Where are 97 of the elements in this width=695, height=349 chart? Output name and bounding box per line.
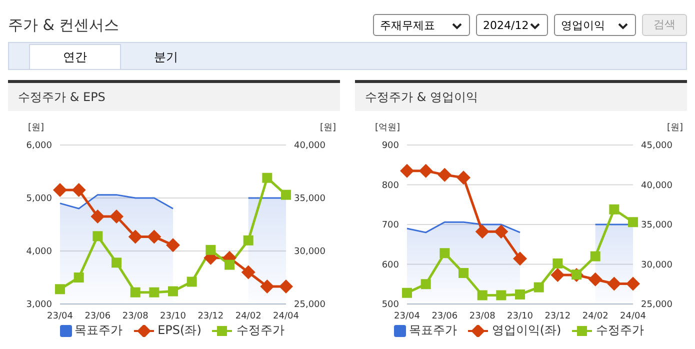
point	[110, 210, 124, 224]
point	[402, 288, 412, 298]
point	[418, 164, 433, 178]
x-tick-label: 23/06	[432, 311, 458, 322]
y-tick-label: 500	[382, 300, 400, 310]
y2-tick-label: 25,000	[294, 300, 326, 310]
point	[281, 190, 291, 200]
chart-title: 수정주가 & 영업이익	[355, 83, 687, 111]
point	[628, 217, 638, 228]
y2-tick-label: 35,000	[641, 220, 673, 231]
point	[400, 164, 414, 178]
point	[262, 172, 272, 183]
y-tick-label: 700	[382, 220, 400, 231]
y-axis-title: [억원]	[375, 122, 400, 134]
y-tick-label: 3,000	[26, 300, 52, 310]
x-tick-label: 23/12	[544, 311, 571, 322]
point	[458, 268, 468, 278]
y2-tick-label: 35,000	[294, 194, 326, 204]
x-tick-label: 23/08	[469, 311, 496, 322]
y-axis-title: [원]	[28, 122, 44, 134]
point	[534, 282, 544, 292]
point	[475, 224, 490, 239]
y-tick-label: 5,000	[26, 194, 52, 204]
chart-title: 수정주가 & EPS	[8, 83, 340, 111]
point	[279, 280, 293, 294]
text: 연간	[29, 44, 121, 69]
text: 2024/12	[476, 14, 548, 36]
x-tick-label: 24/02	[235, 311, 262, 322]
point	[496, 290, 506, 300]
point	[241, 265, 256, 280]
text: 주가 & 컨센서스	[8, 16, 120, 34]
point	[186, 276, 197, 287]
point	[130, 287, 140, 298]
point	[90, 210, 105, 224]
point	[588, 272, 602, 286]
y-tick-label: 6,000	[26, 141, 52, 152]
y2-tick-label: 40,000	[294, 141, 326, 152]
text: 영업이익	[554, 14, 636, 36]
point	[494, 224, 508, 239]
x-tick-label: 23/04	[394, 311, 420, 322]
x-tick-label: 24/04	[620, 311, 646, 322]
point	[92, 231, 103, 242]
x-tick-label: 23/12	[198, 311, 224, 322]
text: 주재무제표	[373, 14, 470, 36]
point	[74, 272, 84, 282]
point	[147, 230, 162, 244]
point	[607, 276, 622, 291]
point	[206, 244, 216, 255]
point	[112, 258, 122, 268]
x-tick-label: 24/02	[582, 311, 608, 322]
x-tick-label: 23/10	[160, 311, 186, 322]
point	[456, 170, 470, 185]
point	[609, 204, 620, 214]
y2-axis-title: [원]	[320, 122, 336, 134]
point	[55, 284, 65, 294]
point	[438, 168, 452, 182]
y-tick-label: 800	[382, 180, 400, 191]
x-tick-label: 24/04	[273, 311, 300, 322]
x-tick-label: 23/04	[47, 311, 74, 322]
point	[440, 248, 450, 258]
x-tick-label: 23/08	[122, 311, 149, 322]
y2-axis-title: [원]	[666, 122, 683, 134]
point	[515, 289, 525, 300]
y2-tick-label: 30,000	[641, 260, 673, 270]
legend-label: 목표주가	[408, 322, 457, 339]
point	[626, 276, 640, 291]
point	[243, 235, 254, 246]
point	[590, 251, 600, 262]
point	[53, 183, 67, 198]
legend-label: 목표주가	[74, 322, 123, 339]
x-tick-label: 23/06	[84, 311, 111, 322]
y2-tick-label: 30,000	[294, 247, 326, 258]
text: 분기	[153, 49, 179, 66]
y2-tick-label: 25,000	[641, 300, 673, 310]
point	[166, 238, 180, 252]
point	[72, 183, 86, 198]
point	[477, 290, 488, 300]
y-tick-label: 4,000	[26, 247, 52, 258]
point	[513, 252, 527, 266]
text: 검색	[642, 14, 687, 36]
legend-label: 수정주가	[596, 322, 644, 339]
legend-label: EPS(좌)	[158, 322, 202, 339]
legend-label: 수정주가	[236, 322, 284, 339]
point	[420, 279, 431, 290]
y2-tick-label: 40,000	[641, 180, 673, 191]
point	[224, 260, 234, 270]
point	[260, 280, 274, 294]
y2-tick-label: 45,000	[641, 141, 673, 152]
y-tick-label: 600	[382, 260, 400, 270]
legend-label: 영업이익(좌)	[492, 322, 562, 339]
point	[550, 268, 565, 282]
x-tick-label: 23/10	[507, 311, 534, 322]
point	[168, 286, 178, 296]
point	[128, 230, 142, 244]
point	[552, 258, 563, 268]
point	[149, 287, 160, 298]
y-tick-label: 900	[382, 141, 400, 152]
